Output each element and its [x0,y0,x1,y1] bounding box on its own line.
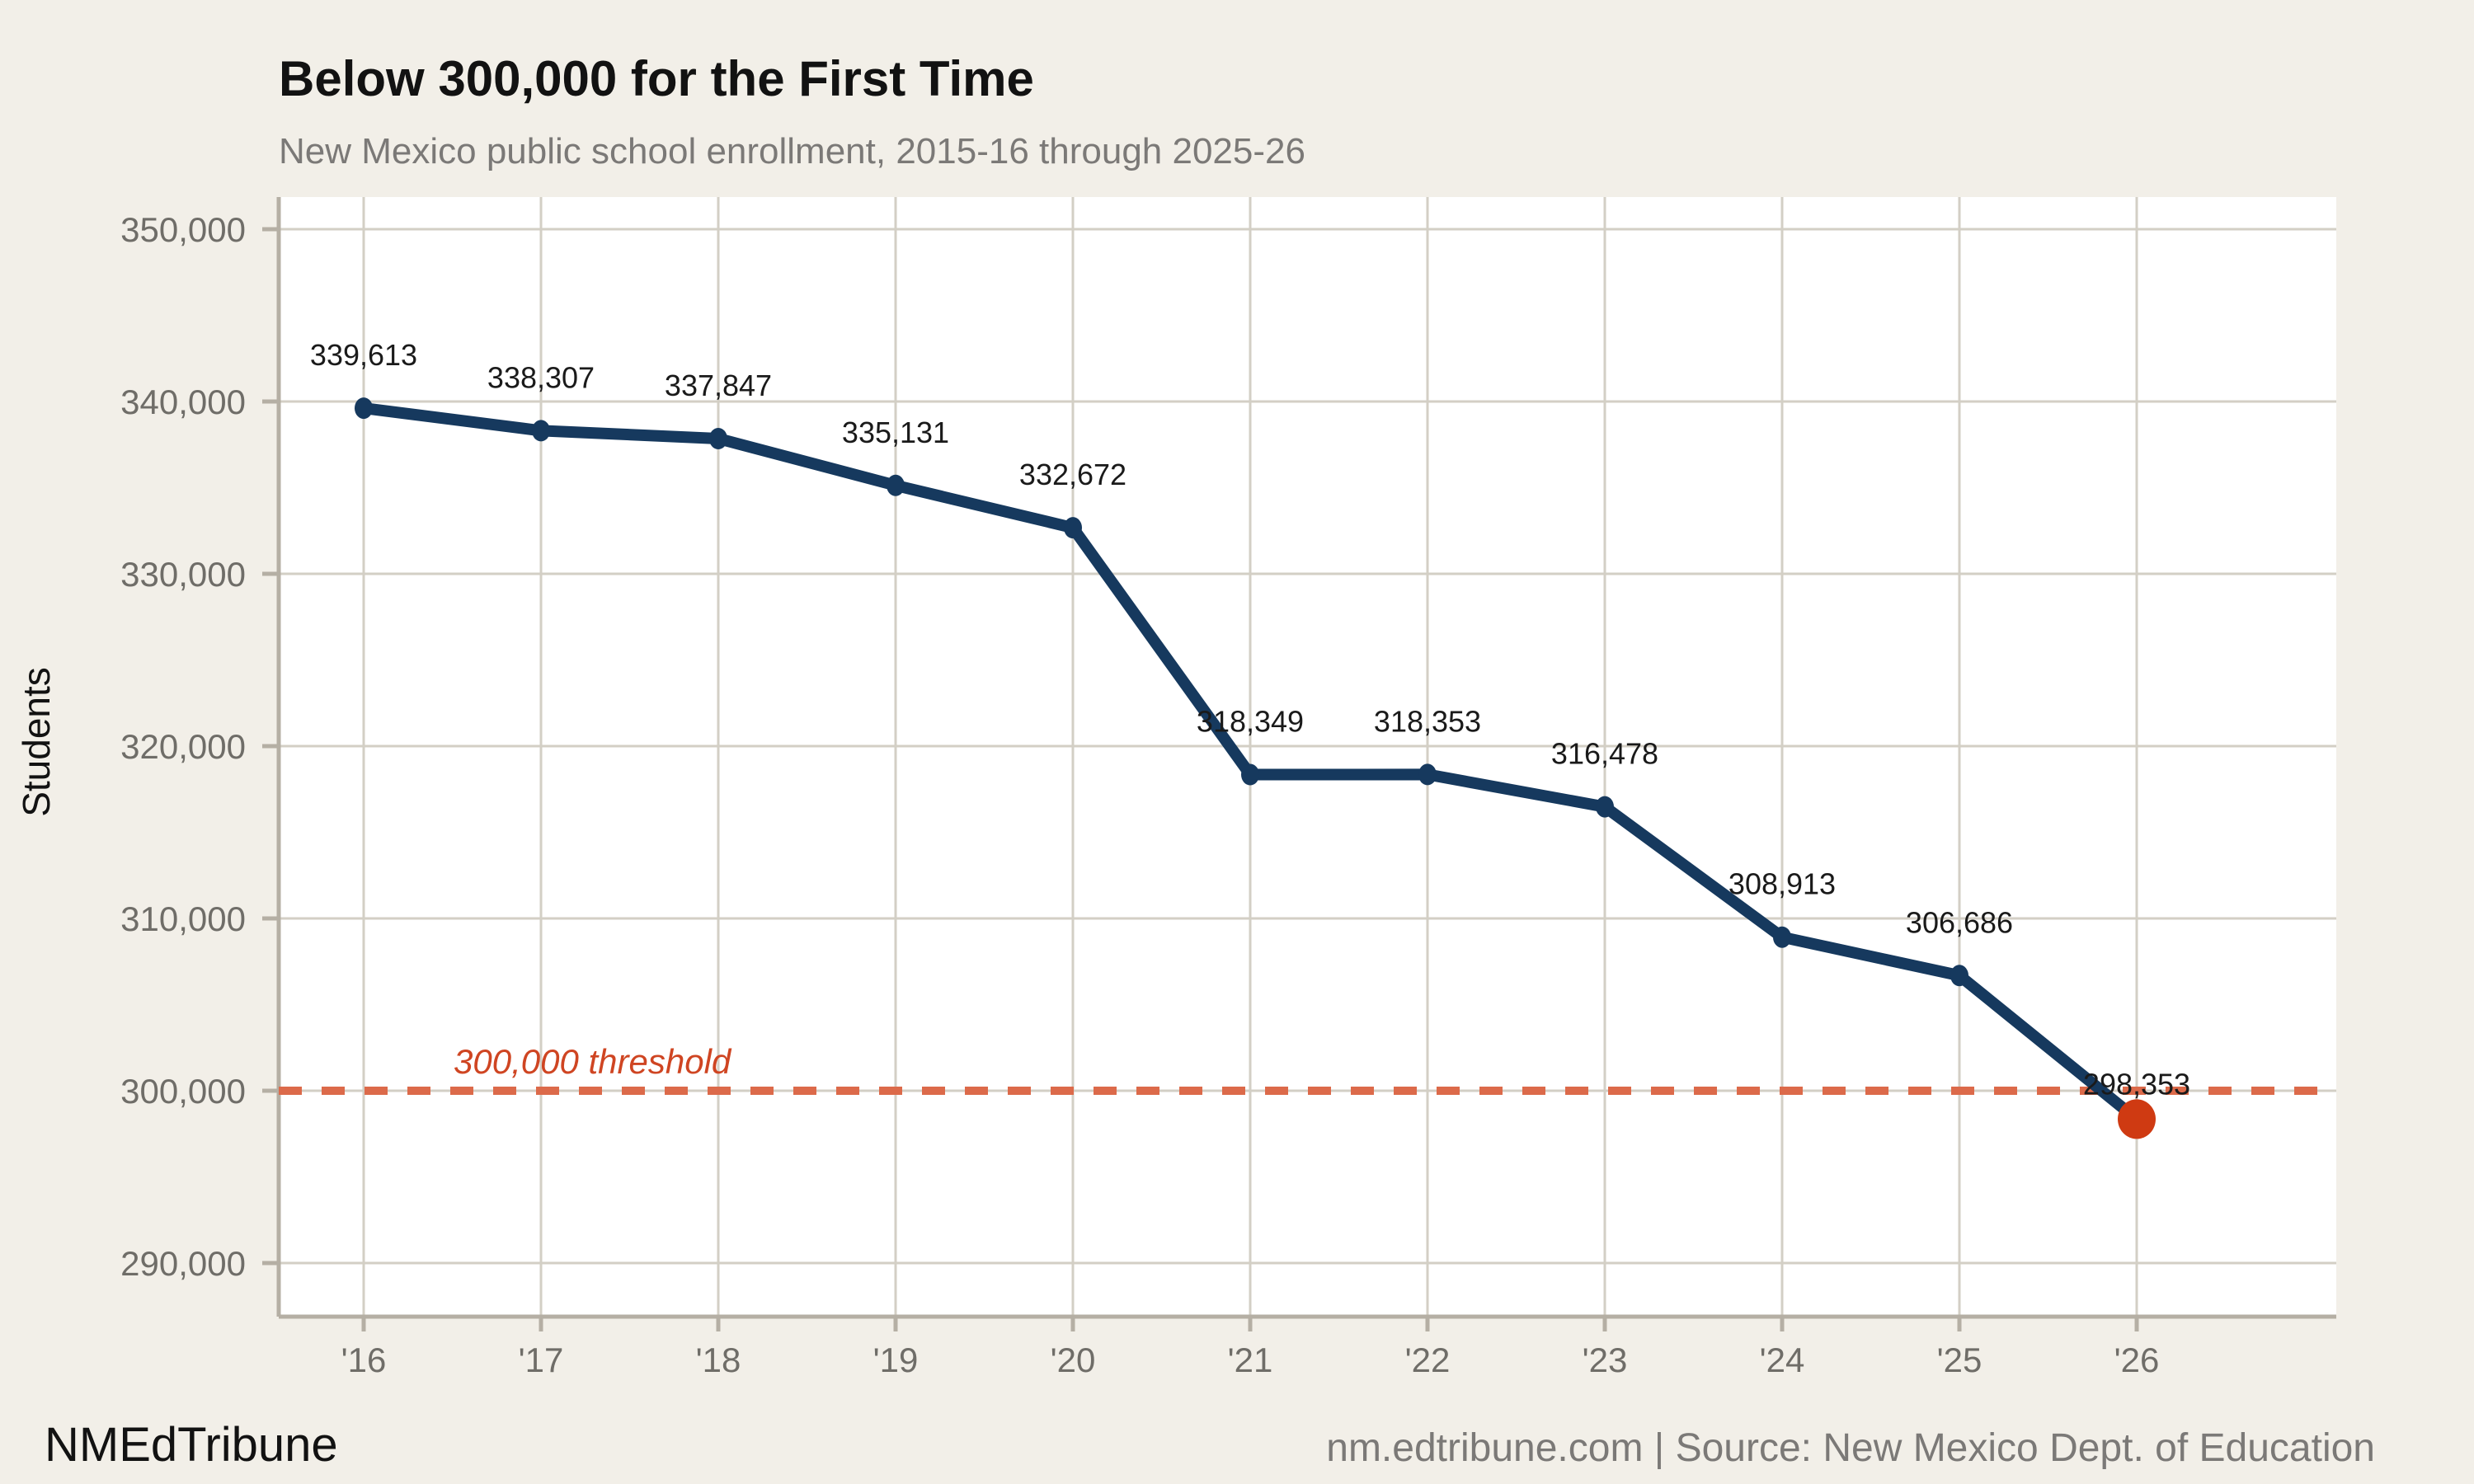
y-tick-label: 320,000 [120,727,246,766]
y-tick-label: 300,000 [120,1072,246,1111]
x-tick-label: '26 [2114,1341,2160,1379]
plot-area [279,197,2336,1317]
threshold-label: 300,000 threshold [454,1042,732,1081]
y-axis-labels: 290,000 300,000 310,000 320,000 330,000 340,0… [120,210,246,1283]
axis-ticks [262,227,2139,1331]
data-point-label: 335,131 [842,416,949,449]
x-tick-label: '21 [1228,1341,1273,1379]
data-point [1596,796,1614,818]
data-point-label: 318,349 [1197,705,1304,739]
page-subtitle: New Mexico public school enrollment, 201… [279,131,1305,171]
y-tick-label: 310,000 [120,899,246,938]
data-point-label: 308,913 [1729,867,1836,901]
data-point [887,474,905,496]
footer-brand: NMEdTribune [45,1418,338,1472]
y-tick-label: 330,000 [120,555,246,594]
data-series [355,397,2156,1139]
data-point [1950,965,1968,987]
y-axis-title: Students [15,667,58,817]
data-point [709,427,727,449]
x-tick-label: '20 [1051,1341,1096,1379]
data-point-label: 338,307 [487,360,595,394]
x-tick-label: '24 [1760,1341,1805,1379]
x-tick-label: '19 [873,1341,919,1379]
data-point-label: 318,353 [1374,704,1481,738]
x-tick-label: '17 [519,1341,564,1379]
x-tick-label: '23 [1583,1341,1628,1379]
axis-lines [276,197,2336,1319]
x-tick-label: '25 [1937,1341,1982,1379]
data-point [355,397,373,420]
data-point [532,420,550,442]
x-tick-label: '16 [341,1341,387,1379]
data-point-label: 332,672 [1019,458,1126,491]
y-tick-label: 350,000 [120,210,246,249]
data-point-labels: 339,613 338,307 337,847 335,131 332,672 318,3… [310,338,2190,1101]
data-point [1064,517,1082,539]
x-tick-label: '22 [1405,1341,1451,1379]
x-tick-label: '18 [696,1341,741,1379]
data-point [1773,926,1791,948]
data-point-label: 337,847 [665,369,772,402]
data-point-highlighted [2118,1099,2156,1139]
data-point-label: 298,353 [2083,1067,2190,1101]
gridlines [279,197,2336,1317]
page-title: Below 300,000 for the First Time [279,51,1034,106]
data-point-label: 316,478 [1551,737,1658,771]
y-tick-label: 340,000 [120,383,246,421]
data-point [1418,763,1437,786]
x-axis-labels: '16 '17 '18 '19 '20 '21 '22 '23 '24 '25 '26 [341,1341,2160,1379]
y-tick-label: 290,000 [120,1244,246,1283]
data-point-label: 306,686 [1906,905,2013,939]
footer-source: nm.edtribune.com | Source: New Mexico De… [1326,1426,2375,1470]
data-point [1241,763,1259,786]
data-point-label: 339,613 [310,338,417,372]
